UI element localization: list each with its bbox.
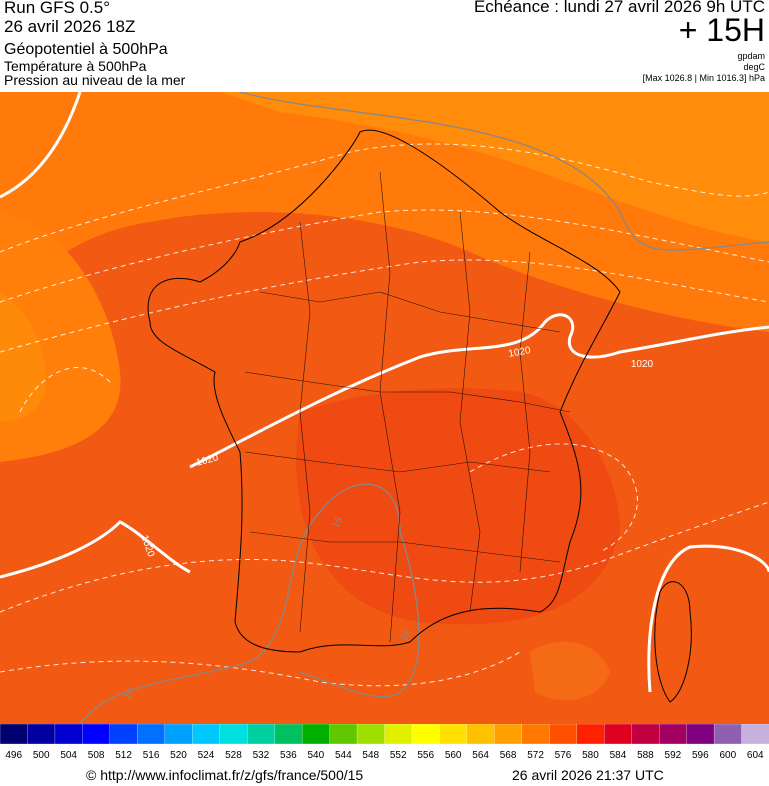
- field-zone: [220, 92, 769, 242]
- colorbar-cell: [164, 724, 193, 745]
- colorbar-label: 596: [692, 750, 709, 761]
- colorbar-label: 544: [335, 750, 352, 761]
- colorbar-cell: [27, 724, 56, 745]
- colorbar-label: 588: [637, 750, 654, 761]
- field: Géopotentiel à 500hPa: [4, 41, 168, 58]
- colorbar-cell: [0, 724, 29, 745]
- unit: [Max 1026.8 | Min 1016.3] hPa: [642, 73, 765, 83]
- colorbar-label: 564: [472, 750, 489, 761]
- colorbar-cell: [54, 724, 84, 745]
- colorbar-label: 524: [198, 750, 215, 761]
- colorbar-cell: [576, 724, 605, 745]
- colorbar-cell: [658, 724, 688, 745]
- colorbar-cell: [686, 724, 715, 745]
- temperature-contours: [0, 143, 769, 687]
- forecast: Echéance : lundi 27 avril 2026 9h UTC: [473, 0, 765, 16]
- pressure-isobars: [0, 92, 769, 693]
- colorbar-label: 540: [307, 750, 324, 761]
- colorbar-label: 560: [445, 750, 462, 761]
- field: Pression au niveau de la mer: [4, 72, 186, 88]
- colorbar-cell: [82, 724, 111, 745]
- colorbar-label: 568: [500, 750, 517, 761]
- colorbar-cell: [301, 724, 331, 745]
- colorbar-label: 604: [747, 750, 764, 761]
- colorbar-cell: [274, 724, 303, 745]
- run-date: 26 avril 2026 18Z: [4, 17, 136, 36]
- colorbar-label: 500: [33, 750, 50, 761]
- colorbar-label: 532: [253, 750, 270, 761]
- corsica-outline: [654, 581, 692, 703]
- colorbar-cell: [549, 724, 578, 745]
- colorbar-label: 508: [88, 750, 105, 761]
- run: Run GFS 0.5°: [4, 0, 111, 17]
- colorbar-cell: [604, 724, 633, 745]
- colorbar-cell: [631, 724, 660, 745]
- colorbar-cell: [329, 724, 358, 745]
- colorbar-label: 600: [719, 750, 736, 761]
- colorbar-label: 548: [362, 750, 379, 761]
- source-url: © http://www.infoclimat.fr/z/gfs/france/…: [86, 767, 364, 783]
- unit: degC: [743, 62, 765, 72]
- field: Température à 500hPa: [4, 58, 147, 74]
- lead-time: + 15H: [678, 12, 765, 48]
- colorbar-label: 512: [115, 750, 132, 761]
- colorbar-cell: [384, 724, 413, 745]
- colorbar-label: 584: [610, 750, 627, 761]
- timestamp: 26 avril 2026 21:37 UTC: [512, 767, 664, 783]
- colorbar-cell: [109, 724, 138, 745]
- colorbar-label: 496: [5, 750, 22, 761]
- colorbar-cell: [741, 724, 769, 745]
- colorbar-label: 504: [60, 750, 77, 761]
- colorbar-cell: [466, 724, 496, 745]
- colorbar-cell: [356, 724, 386, 745]
- colorbar-cell: [192, 724, 221, 745]
- colorbar-cell: [137, 724, 166, 745]
- colorbar-label: 572: [527, 750, 544, 761]
- colorbar-label: 520: [170, 750, 187, 761]
- colorbar-label: 516: [143, 750, 160, 761]
- colorbar-cell: [521, 724, 550, 745]
- colorbar-label: 528: [225, 750, 242, 761]
- contour-label: 16: [330, 515, 345, 531]
- field-zone: [0, 292, 46, 422]
- colorbar-cell: [411, 724, 441, 745]
- colorbar-label: 536: [280, 750, 297, 761]
- field-zone: [296, 388, 620, 625]
- contour-label: 1020: [631, 359, 654, 370]
- colorbar-label: 556: [417, 750, 434, 761]
- geopotential-lines: [79, 92, 769, 724]
- contour-label: 16: [398, 628, 413, 644]
- colorbar-cell: [713, 724, 743, 745]
- department-borders: [244, 171, 571, 643]
- colorbar-cell: [494, 724, 523, 745]
- contour-label: 1020: [508, 345, 532, 360]
- colorbar-label: 576: [555, 750, 572, 761]
- colorbar-cell: [247, 724, 276, 745]
- colorbar-cell: [439, 724, 468, 745]
- contour-label: 16: [122, 686, 137, 702]
- colorbar-label: 552: [390, 750, 407, 761]
- colorbar-label: 592: [665, 750, 682, 761]
- colorbar-cell: [219, 724, 248, 745]
- field-zone: [530, 641, 610, 701]
- colorbar-label: 580: [582, 750, 599, 761]
- unit: gpdam: [737, 51, 765, 61]
- france-outline: [147, 129, 621, 653]
- colorbar: 496 500 504 508 512 516 520 524 528 532 536 540 544 5…: [0, 724, 769, 761]
